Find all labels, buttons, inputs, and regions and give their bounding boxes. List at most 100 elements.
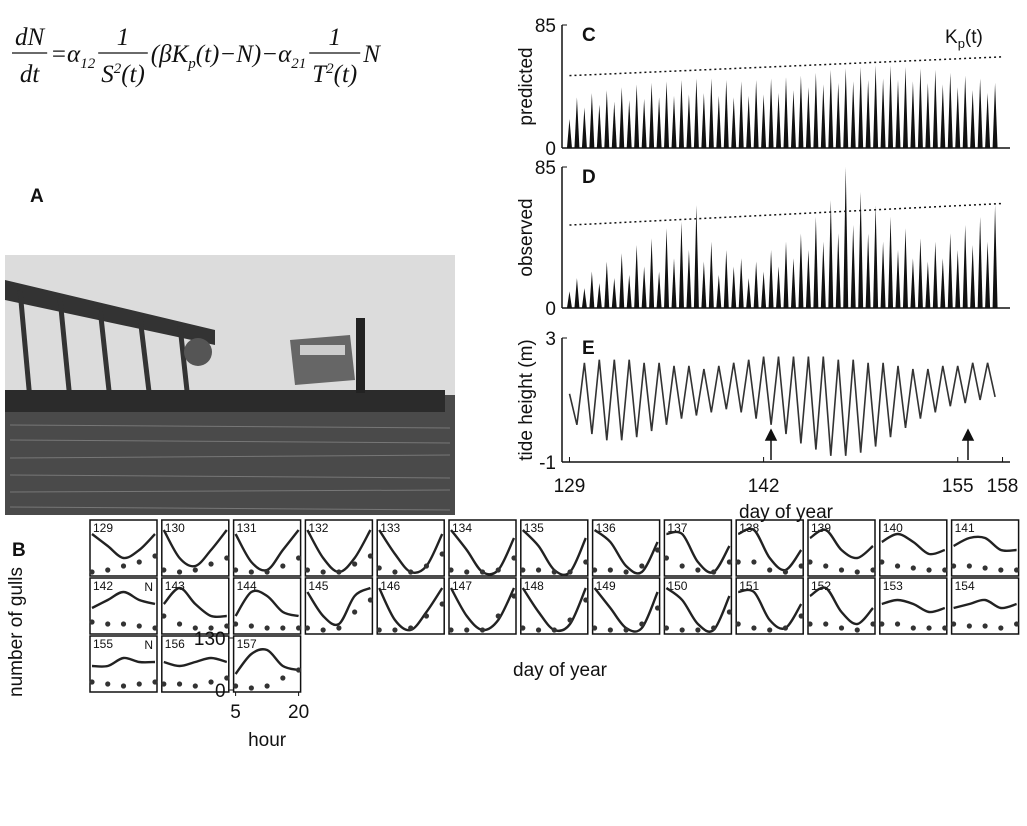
eq-sub: 21	[291, 56, 306, 72]
bar	[820, 241, 826, 308]
predicted-curve	[378, 529, 444, 574]
observed-dot	[639, 563, 645, 569]
observed-dot	[894, 563, 901, 569]
eq-text: 1	[117, 24, 130, 51]
bar	[910, 258, 916, 308]
cell-frame	[232, 577, 302, 635]
cell-label: 156	[165, 637, 185, 651]
bar	[776, 266, 782, 308]
bar	[634, 84, 640, 148]
observed-dot	[735, 559, 741, 565]
bar	[865, 79, 871, 148]
bar	[619, 253, 625, 308]
eq-text: T2(t)	[312, 61, 357, 88]
observed-dot	[942, 567, 948, 573]
observed-dot	[89, 679, 95, 685]
bar	[828, 200, 834, 308]
bar	[716, 274, 722, 308]
observed-dot	[152, 625, 158, 631]
y-axis-label: number of gulls	[6, 567, 27, 697]
eq-text: dN	[15, 24, 46, 51]
observed-dot	[152, 553, 158, 559]
cell-frame	[89, 577, 158, 635]
kp-line	[569, 56, 1003, 77]
bar	[686, 94, 692, 148]
bar	[895, 249, 901, 308]
cell-frame	[735, 519, 804, 577]
predicted-curve	[234, 648, 299, 675]
observed-dot	[161, 567, 167, 573]
observed-dot	[448, 567, 454, 573]
observed-dot	[966, 563, 972, 569]
cell-frame	[89, 519, 158, 577]
bar	[902, 228, 908, 308]
cell-label: 136	[596, 521, 616, 535]
photo-ripples	[9, 424, 451, 511]
predicted-curve	[162, 529, 228, 568]
bar	[850, 81, 856, 148]
cell-flag: N	[144, 638, 153, 652]
photo-pole	[356, 318, 365, 393]
cell-label: 130	[165, 521, 185, 535]
bar	[589, 93, 595, 148]
eq-text: dt	[20, 61, 41, 88]
observed-dot	[607, 627, 613, 633]
observed-dot	[854, 569, 860, 575]
bar	[611, 278, 617, 308]
observed-dot	[136, 681, 142, 687]
cell-label: 145	[308, 579, 328, 593]
bar	[693, 78, 699, 148]
photo-wheel	[184, 338, 212, 366]
observed-dot	[192, 625, 198, 631]
observed-dot	[583, 559, 589, 565]
bar	[932, 69, 938, 148]
cell-frame	[232, 519, 302, 577]
bar	[746, 278, 752, 308]
observed-dot	[951, 563, 957, 569]
eq-sup: 2	[114, 61, 122, 77]
bar	[574, 278, 580, 308]
bar	[835, 82, 841, 148]
photo-posts	[17, 289, 191, 401]
bar	[604, 261, 610, 308]
bar	[723, 79, 729, 148]
observed-dot	[105, 621, 111, 627]
y-tick-label: 0	[545, 299, 556, 320]
bar	[820, 84, 826, 148]
bar	[955, 87, 961, 148]
bar	[790, 90, 796, 148]
x-tick-label: 155	[942, 476, 974, 497]
bar	[805, 87, 811, 148]
predicted-curve	[91, 533, 156, 560]
observed-dot	[495, 567, 501, 573]
bar	[596, 283, 602, 308]
observed-dot	[695, 567, 701, 573]
observed-dot	[926, 625, 932, 631]
bar	[835, 233, 841, 308]
y-tick-label: -1	[539, 453, 556, 474]
predicted-curve	[91, 656, 156, 668]
bar	[902, 66, 908, 148]
bar	[992, 205, 998, 308]
predicted-curve	[665, 587, 731, 633]
observed-dot	[224, 675, 230, 681]
observed-dot	[982, 623, 988, 629]
eq-sub: p	[187, 56, 196, 72]
observed-dot	[192, 567, 198, 573]
predicted-curve	[450, 529, 516, 576]
bar	[678, 79, 684, 148]
observed-dot	[592, 625, 598, 631]
observed-dot	[998, 625, 1004, 631]
bar	[947, 233, 953, 308]
observed-dot	[464, 627, 470, 633]
observed-dot	[511, 593, 517, 599]
bar	[932, 241, 938, 308]
bar	[925, 261, 931, 308]
bar	[566, 119, 572, 148]
bar	[776, 93, 782, 148]
kp-label: Kp(t)	[945, 27, 983, 51]
observed-dot	[176, 681, 183, 687]
predicted-curve	[449, 587, 516, 632]
cell-label: 157	[237, 637, 257, 651]
